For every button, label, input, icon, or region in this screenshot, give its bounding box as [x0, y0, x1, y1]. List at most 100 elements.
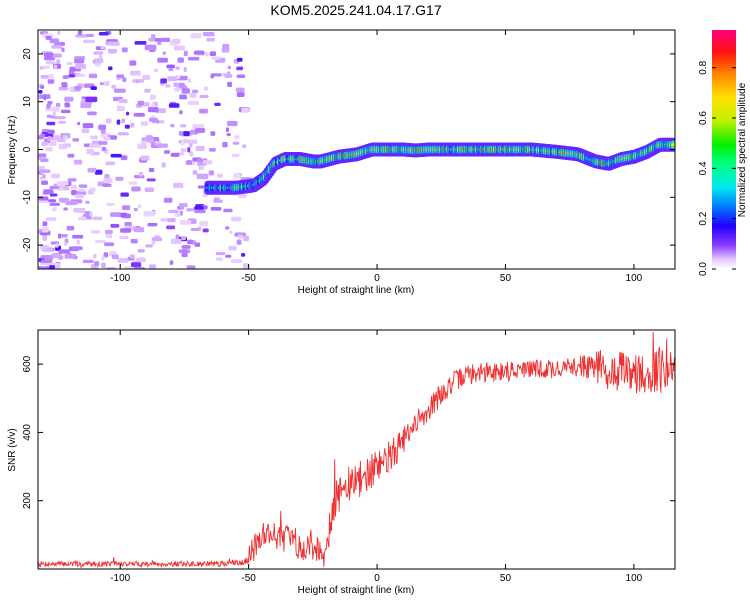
spectrogram-noise-cell: [160, 37, 171, 43]
spectrogram-noise-cell: [150, 34, 156, 39]
spectrogram-noise-cell: [103, 252, 109, 258]
spectrogram-noise-cell: [151, 237, 163, 242]
spectrogram-noise-cell: [147, 222, 158, 227]
spectrogram-noise-cell: [189, 143, 193, 148]
spectrogram-noise-cell: [225, 226, 230, 230]
spectrogram-noise-cell: [39, 66, 44, 70]
spectrogram-noise-cell: [87, 167, 97, 173]
spectrogram-noise-cell: [210, 73, 215, 79]
spectrogram-noise-cell: [55, 243, 59, 248]
spectrogram-noise-cell: [168, 67, 174, 72]
spectrogram-noise-cell: [62, 143, 72, 148]
spectrogram-noise-cell: [175, 66, 180, 70]
spectrogram-noise-cell: [124, 266, 131, 269]
spectrogram-noise-cell: [227, 65, 231, 70]
spectrogram-noise-cell: [43, 189, 54, 195]
spectrogram-noise-cell: [92, 59, 96, 64]
spectrogram-noise-cell: [110, 153, 122, 158]
spectrogram-noise-cell: [98, 141, 108, 145]
spectrogram-noise-cell: [195, 128, 206, 133]
snr-xtick-label: 50: [500, 573, 512, 584]
spectrogram-noise-cell: [177, 57, 184, 63]
spectrogram-noise-cell: [47, 136, 52, 141]
spectrogram-noise-cell: [105, 118, 112, 124]
spectrogram-noise-cell: [187, 147, 191, 153]
spectrogram-noise-cell: [60, 109, 71, 114]
spectrogram-noise-cell: [41, 227, 49, 233]
spectrogram-noise-cell: [120, 155, 128, 161]
spectrogram-noise-cell: [170, 123, 175, 128]
spectrogram-noise-cell: [236, 92, 245, 98]
spectrogram-noise-cell: [172, 38, 181, 45]
spectrogram-noise-cell: [99, 82, 105, 86]
spectrogram-noise-cell: [230, 259, 243, 264]
spectrogram-noise-cell: [202, 160, 213, 165]
spectrogram-noise-cell: [232, 141, 240, 145]
spectrogram-noise-cell: [73, 159, 83, 165]
spectrogram-noise-cell: [180, 124, 187, 128]
spectrogram-noise-cell: [94, 169, 103, 175]
spectrogram-noise-cell: [135, 79, 139, 84]
spectrogram-noise-cell: [199, 108, 208, 114]
spectrogram-noise-cell: [85, 96, 98, 103]
spectrogram-noise-cell: [202, 32, 215, 37]
spectrogram-noise-cell: [140, 155, 150, 161]
spectrogram-noise-cell: [170, 238, 182, 244]
spectrogram-noise-cell: [181, 249, 188, 253]
spectrogram-noise-cell: [151, 103, 156, 108]
spectrogram-noise-cell: [104, 229, 113, 235]
spectrogram-ytick-label: 20: [22, 48, 33, 60]
spectrogram-noise-cell: [94, 239, 106, 244]
spectrogram-noise-cell: [224, 73, 233, 79]
snr-panel: -100 -50 0 50 100 200 400 600 Height of straig…: [7, 329, 676, 596]
spectrogram-noise-cell: [192, 124, 205, 129]
spectrogram-noise-cell: [78, 184, 88, 188]
spectrogram-noise-cell: [186, 208, 197, 212]
spectrogram-noise-cell: [57, 30, 61, 36]
spectrogram-noise-cell: [173, 182, 184, 189]
spectrogram-noise-cell: [168, 209, 179, 214]
spectrogram-noise-cell: [146, 178, 156, 182]
spectrogram-noise-cell: [241, 107, 250, 113]
spectrogram-noise-cell: [116, 105, 125, 112]
spectrogram-noise-cell: [130, 262, 142, 268]
spectrogram-xtick-label: 0: [374, 273, 380, 284]
spectrogram-noise-cell: [72, 246, 83, 251]
spectrogram-ytick-label: 0: [22, 146, 33, 152]
spectrogram-noise-cell: [45, 61, 56, 65]
spectrogram-noise-cell: [210, 207, 222, 211]
chart-title: KOM5.2025.241.04.17.G17: [270, 2, 441, 18]
spectrogram-noise-cell: [58, 120, 66, 124]
spectrogram-noise-cell: [121, 47, 128, 53]
colorbar-tick-label: 0.0: [698, 262, 709, 276]
spectrogram-noise-cell: [111, 254, 119, 260]
spectrogram-noise-cell: [144, 187, 154, 193]
spectrogram-noise-cell: [38, 90, 43, 94]
spectrogram-noise-cell: [146, 135, 153, 140]
spectrogram-noise-cell: [63, 207, 68, 211]
spectrogram-noise-cell: [194, 242, 201, 247]
spectrogram-noise-cell: [131, 186, 141, 192]
spectrogram-noise-cell: [215, 252, 226, 256]
spectrogram-noise-cell: [145, 244, 153, 248]
colorbar-gradient: [712, 30, 736, 269]
spectrogram-noise-cell: [92, 216, 103, 221]
spectrogram-noise-cell: [215, 257, 223, 261]
spectrogram-noise-cell: [76, 239, 80, 245]
spectrogram-noise-cell: [42, 235, 48, 241]
spectrogram-noise-cell: [174, 45, 185, 51]
spectrogram-noise-cell: [90, 86, 97, 90]
spectrogram-noise-cell: [61, 47, 65, 53]
spectrogram-noise-cell: [74, 56, 86, 60]
spectrogram-noise-cell: [209, 148, 216, 152]
spectrogram-noise-cell: [235, 87, 245, 92]
spectrogram-noise-cell: [98, 124, 107, 131]
spectrogram-noise-cell: [192, 89, 199, 94]
spectrogram-noise-cell: [49, 38, 60, 44]
spectrogram-noise-cell: [67, 178, 77, 182]
spectrogram-noise-cell: [78, 216, 87, 221]
spectrogram-noise-cell: [116, 74, 125, 78]
spectrogram-noise-cell: [181, 245, 191, 249]
spectrogram-noise-cell: [208, 170, 214, 176]
spectrogram-noise-cell: [210, 131, 216, 136]
